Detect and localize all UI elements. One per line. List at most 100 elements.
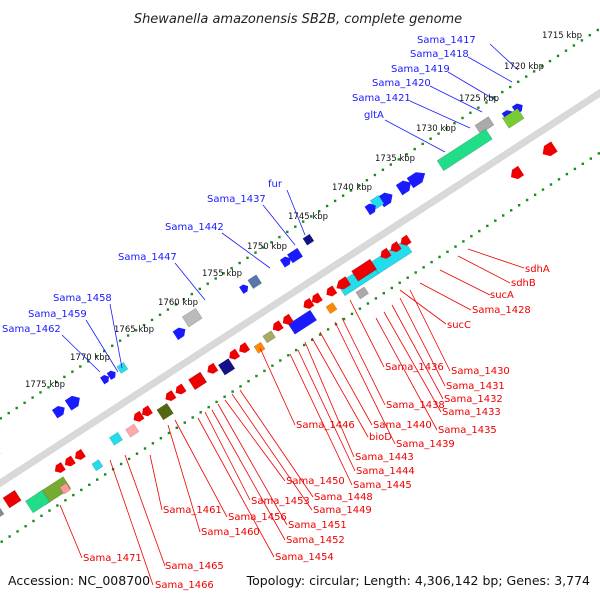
- gene-feature: [364, 203, 376, 216]
- tick-dot: [358, 307, 362, 310]
- tick-label: 1750 kbp: [247, 242, 287, 252]
- gene-feature: [25, 489, 51, 514]
- gene-feature: [64, 395, 80, 411]
- tick-dot: [445, 127, 448, 130]
- tick-dot: [222, 272, 225, 275]
- tick-dot: [501, 90, 504, 94]
- leader-line: [297, 349, 356, 472]
- gene-label: Sama_1438: [386, 400, 445, 411]
- gene-label: Sama_1449: [313, 505, 372, 516]
- gene-feature: [303, 298, 315, 309]
- tick-dot: [446, 250, 449, 253]
- gene-feature: [217, 358, 236, 376]
- tick-dot: [469, 111, 472, 114]
- tick-label: 1745 kbp: [288, 212, 328, 222]
- leader-line: [224, 399, 286, 482]
- gene-feature: [351, 258, 377, 282]
- gene-feature: [172, 327, 186, 340]
- tick-dot: [246, 256, 249, 259]
- tick-dot: [72, 493, 75, 497]
- tick-dot: [254, 251, 257, 254]
- tick-dot: [127, 457, 131, 461]
- tick-dot: [15, 406, 18, 410]
- tick-dot: [596, 28, 599, 32]
- tick-dot: [135, 452, 139, 455]
- leader-line: [409, 289, 451, 372]
- leader-line: [399, 289, 447, 325]
- tick-dot: [24, 525, 27, 528]
- tick-label: 1730 kbp: [416, 124, 456, 134]
- gene-feature: [0, 503, 5, 522]
- tick-dot: [303, 343, 306, 347]
- leader-line: [231, 393, 313, 511]
- tick-dot: [461, 116, 464, 120]
- tick-dot: [373, 173, 377, 177]
- tick-dot: [190, 292, 193, 296]
- gene-label: Sama_1460: [201, 527, 260, 538]
- tick-dot: [485, 101, 488, 104]
- tick-dot: [23, 401, 26, 404]
- leader-line: [384, 119, 446, 153]
- tick-dot: [318, 210, 321, 213]
- gene-feature: [377, 192, 393, 208]
- gene-feature: [282, 313, 294, 325]
- tick-marks: [0, 28, 600, 543]
- gene-feature: [247, 274, 262, 289]
- tick-dot: [103, 349, 106, 353]
- genome-backbone: [0, 88, 600, 488]
- gene-label: bioD: [369, 432, 392, 443]
- gene-feature: [207, 362, 219, 374]
- gene-label: Sama_1440: [373, 420, 432, 431]
- gene-label: Sama_1436: [385, 362, 444, 373]
- gene-feature: [311, 292, 323, 304]
- gene-feature: [239, 342, 251, 354]
- tick-dot: [374, 297, 378, 300]
- tick-dot: [510, 209, 513, 212]
- leader-line: [124, 454, 166, 567]
- tick-dot: [509, 85, 512, 89]
- leader-line: [467, 248, 525, 269]
- gene-feature: [302, 233, 315, 246]
- gene-label: Sama_1439: [396, 439, 455, 450]
- tick-dot: [588, 34, 591, 37]
- gene-label: Sama_1444: [356, 466, 415, 477]
- tick-dot: [134, 329, 138, 332]
- tick-dot: [525, 75, 528, 78]
- gene-feature: [406, 172, 426, 189]
- gene-feature: [175, 383, 187, 395]
- gene-feature: [59, 482, 71, 495]
- tick-dot: [302, 220, 305, 223]
- tick-dot: [478, 229, 481, 233]
- leader-line: [289, 353, 353, 486]
- gene-label: fur: [268, 179, 283, 190]
- leader-line: [439, 269, 491, 296]
- tick-dot: [350, 312, 354, 316]
- leader-line: [109, 303, 123, 369]
- gene-label: Sama_1459: [28, 309, 87, 320]
- tick-dot: [56, 504, 59, 507]
- gene-label: Sama_1437: [207, 194, 266, 205]
- tick-dot: [366, 302, 370, 305]
- tick-dot: [270, 241, 273, 244]
- leader-line: [399, 297, 446, 387]
- gene-label: Sama_1447: [118, 252, 177, 263]
- tick-dot: [470, 235, 473, 238]
- tick-dot: [87, 360, 90, 363]
- gene-label: Sama_1420: [372, 78, 431, 89]
- tick-dot: [589, 157, 592, 160]
- tick-dot: [540, 65, 544, 68]
- tick-dot: [175, 426, 178, 429]
- gene-feature: [142, 405, 153, 417]
- tick-dot: [382, 292, 385, 295]
- gene-label: Sama_1450: [286, 476, 345, 487]
- tick-dot: [525, 198, 529, 202]
- leader-line: [375, 317, 438, 431]
- gene-feature: [502, 108, 525, 129]
- leader-line: [174, 262, 206, 301]
- tick-dot: [430, 260, 433, 264]
- gene-feature: [272, 320, 284, 332]
- tick-dot: [142, 323, 146, 327]
- leader-line: [85, 319, 119, 373]
- leader-line: [419, 282, 472, 311]
